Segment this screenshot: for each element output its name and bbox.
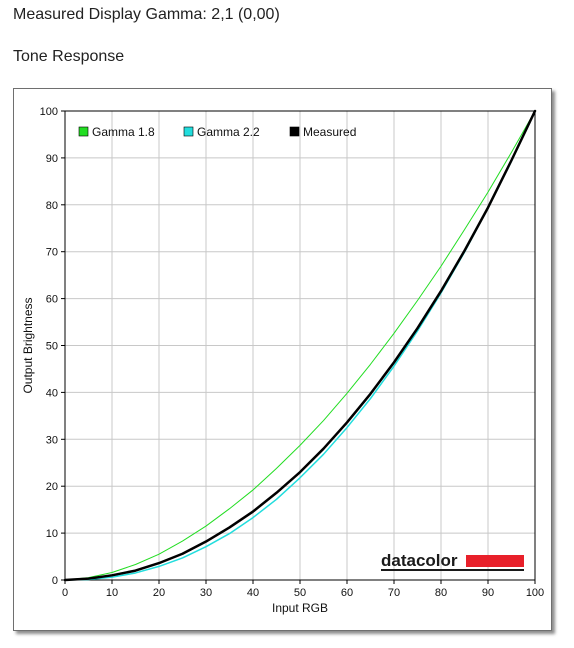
tone-response-plot: 0 10 20 30 40 50 60 70 80 90 100 0 10 20 30 40 50 60 70 80… [21,106,544,615]
x-tick-label: 90 [482,587,494,599]
y-tick-label: 20 [46,481,58,493]
y-tick-label: 80 [46,200,58,212]
legend-item-measured: Measured [289,125,356,139]
x-tick-label: 50 [294,587,306,599]
x-tick-label: 80 [435,587,447,599]
series-line-measured [63,109,537,582]
grid [65,111,535,580]
datacolor-logo: datacolor [381,551,524,571]
y-tick-label: 10 [46,528,58,540]
datacolor-logo-underline [381,569,524,571]
legend-swatch [78,126,89,137]
y-tick-label: 50 [46,341,58,353]
datacolor-logo-text: datacolor [381,551,458,570]
x-tick-label: 0 [62,587,68,599]
x-tick-label: 100 [526,587,544,599]
x-tick-label: 30 [200,587,212,599]
legend: Gamma 1.8 Gamma 2.2 Measured [78,125,356,139]
series-line-gamma-1-8 [64,110,536,581]
x-tick-label: 10 [106,587,118,599]
x-tick-label: 40 [247,587,259,599]
measured-gamma-heading: Measured Display Gamma: 2,1 (0,00) [13,6,280,23]
y-tick-label: 100 [40,106,58,118]
x-axis-title: Input RGB [272,601,328,615]
series-lines [63,109,537,582]
legend-item-gamma-2-2: Gamma 2.2 [183,125,260,139]
tone-response-chart: 0 10 20 30 40 50 60 70 80 90 100 0 10 20 30 40 50 60 70 80… [13,88,552,631]
x-tick-label: 70 [388,587,400,599]
y-tick-label: 30 [46,434,58,446]
y-tick-label: 0 [52,575,58,587]
x-tick-label: 20 [153,587,165,599]
legend-label: Gamma 1.8 [92,125,155,139]
y-tick-label: 40 [46,387,58,399]
legend-label: Gamma 2.2 [197,125,260,139]
legend-swatch [183,126,194,137]
x-tick-label: 60 [341,587,353,599]
tone-response-heading: Tone Response [13,48,125,65]
y-axis-ticks: 0 10 20 30 40 50 60 70 80 90 100 [40,106,65,587]
y-tick-label: 70 [46,247,58,259]
x-axis-ticks: 0 10 20 30 40 50 60 70 80 90 100 [62,580,544,599]
legend-label: Measured [303,125,356,139]
y-tick-label: 90 [46,153,58,165]
legend-swatch [289,126,300,137]
y-tick-label: 60 [46,294,58,306]
datacolor-logo-bar [466,555,524,567]
legend-item-gamma-1-8: Gamma 1.8 [78,125,155,139]
y-axis-title: Output Brightness [21,297,35,393]
